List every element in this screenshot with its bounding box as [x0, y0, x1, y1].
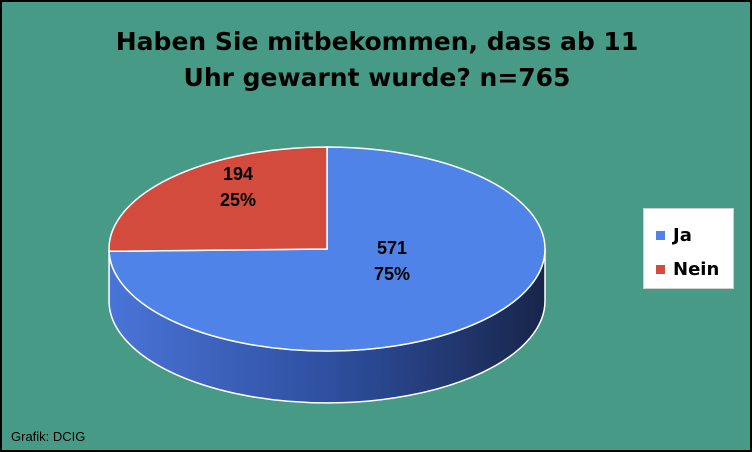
- data-label-nein-percent: 25%: [220, 190, 256, 210]
- legend-item-ja: Ja: [656, 223, 692, 247]
- legend-swatch-ja: [656, 230, 665, 240]
- legend-item-nein: Nein: [656, 257, 719, 281]
- legend-label-ja: Ja: [673, 224, 692, 246]
- legend-swatch-nein: [656, 264, 665, 274]
- pie-slice-nein: [108, 146, 328, 253]
- chart-credit: Grafik: DCIG: [11, 429, 86, 444]
- chart-title-line-1: Haben Sie mitbekommen, dass ab 11: [115, 27, 639, 56]
- chart-title: Haben Sie mitbekommen, dass ab 11 Uhr ge…: [42, 24, 712, 96]
- chart-title-line-2: Uhr gewarnt wurde? n=765: [183, 63, 571, 92]
- data-label-nein-value: 194: [223, 164, 253, 184]
- legend-label-nein: Nein: [673, 258, 720, 280]
- chart-legend: Ja Nein: [643, 208, 734, 289]
- data-label-ja-value: 571: [377, 238, 407, 258]
- data-label-ja-percent: 75%: [374, 264, 410, 284]
